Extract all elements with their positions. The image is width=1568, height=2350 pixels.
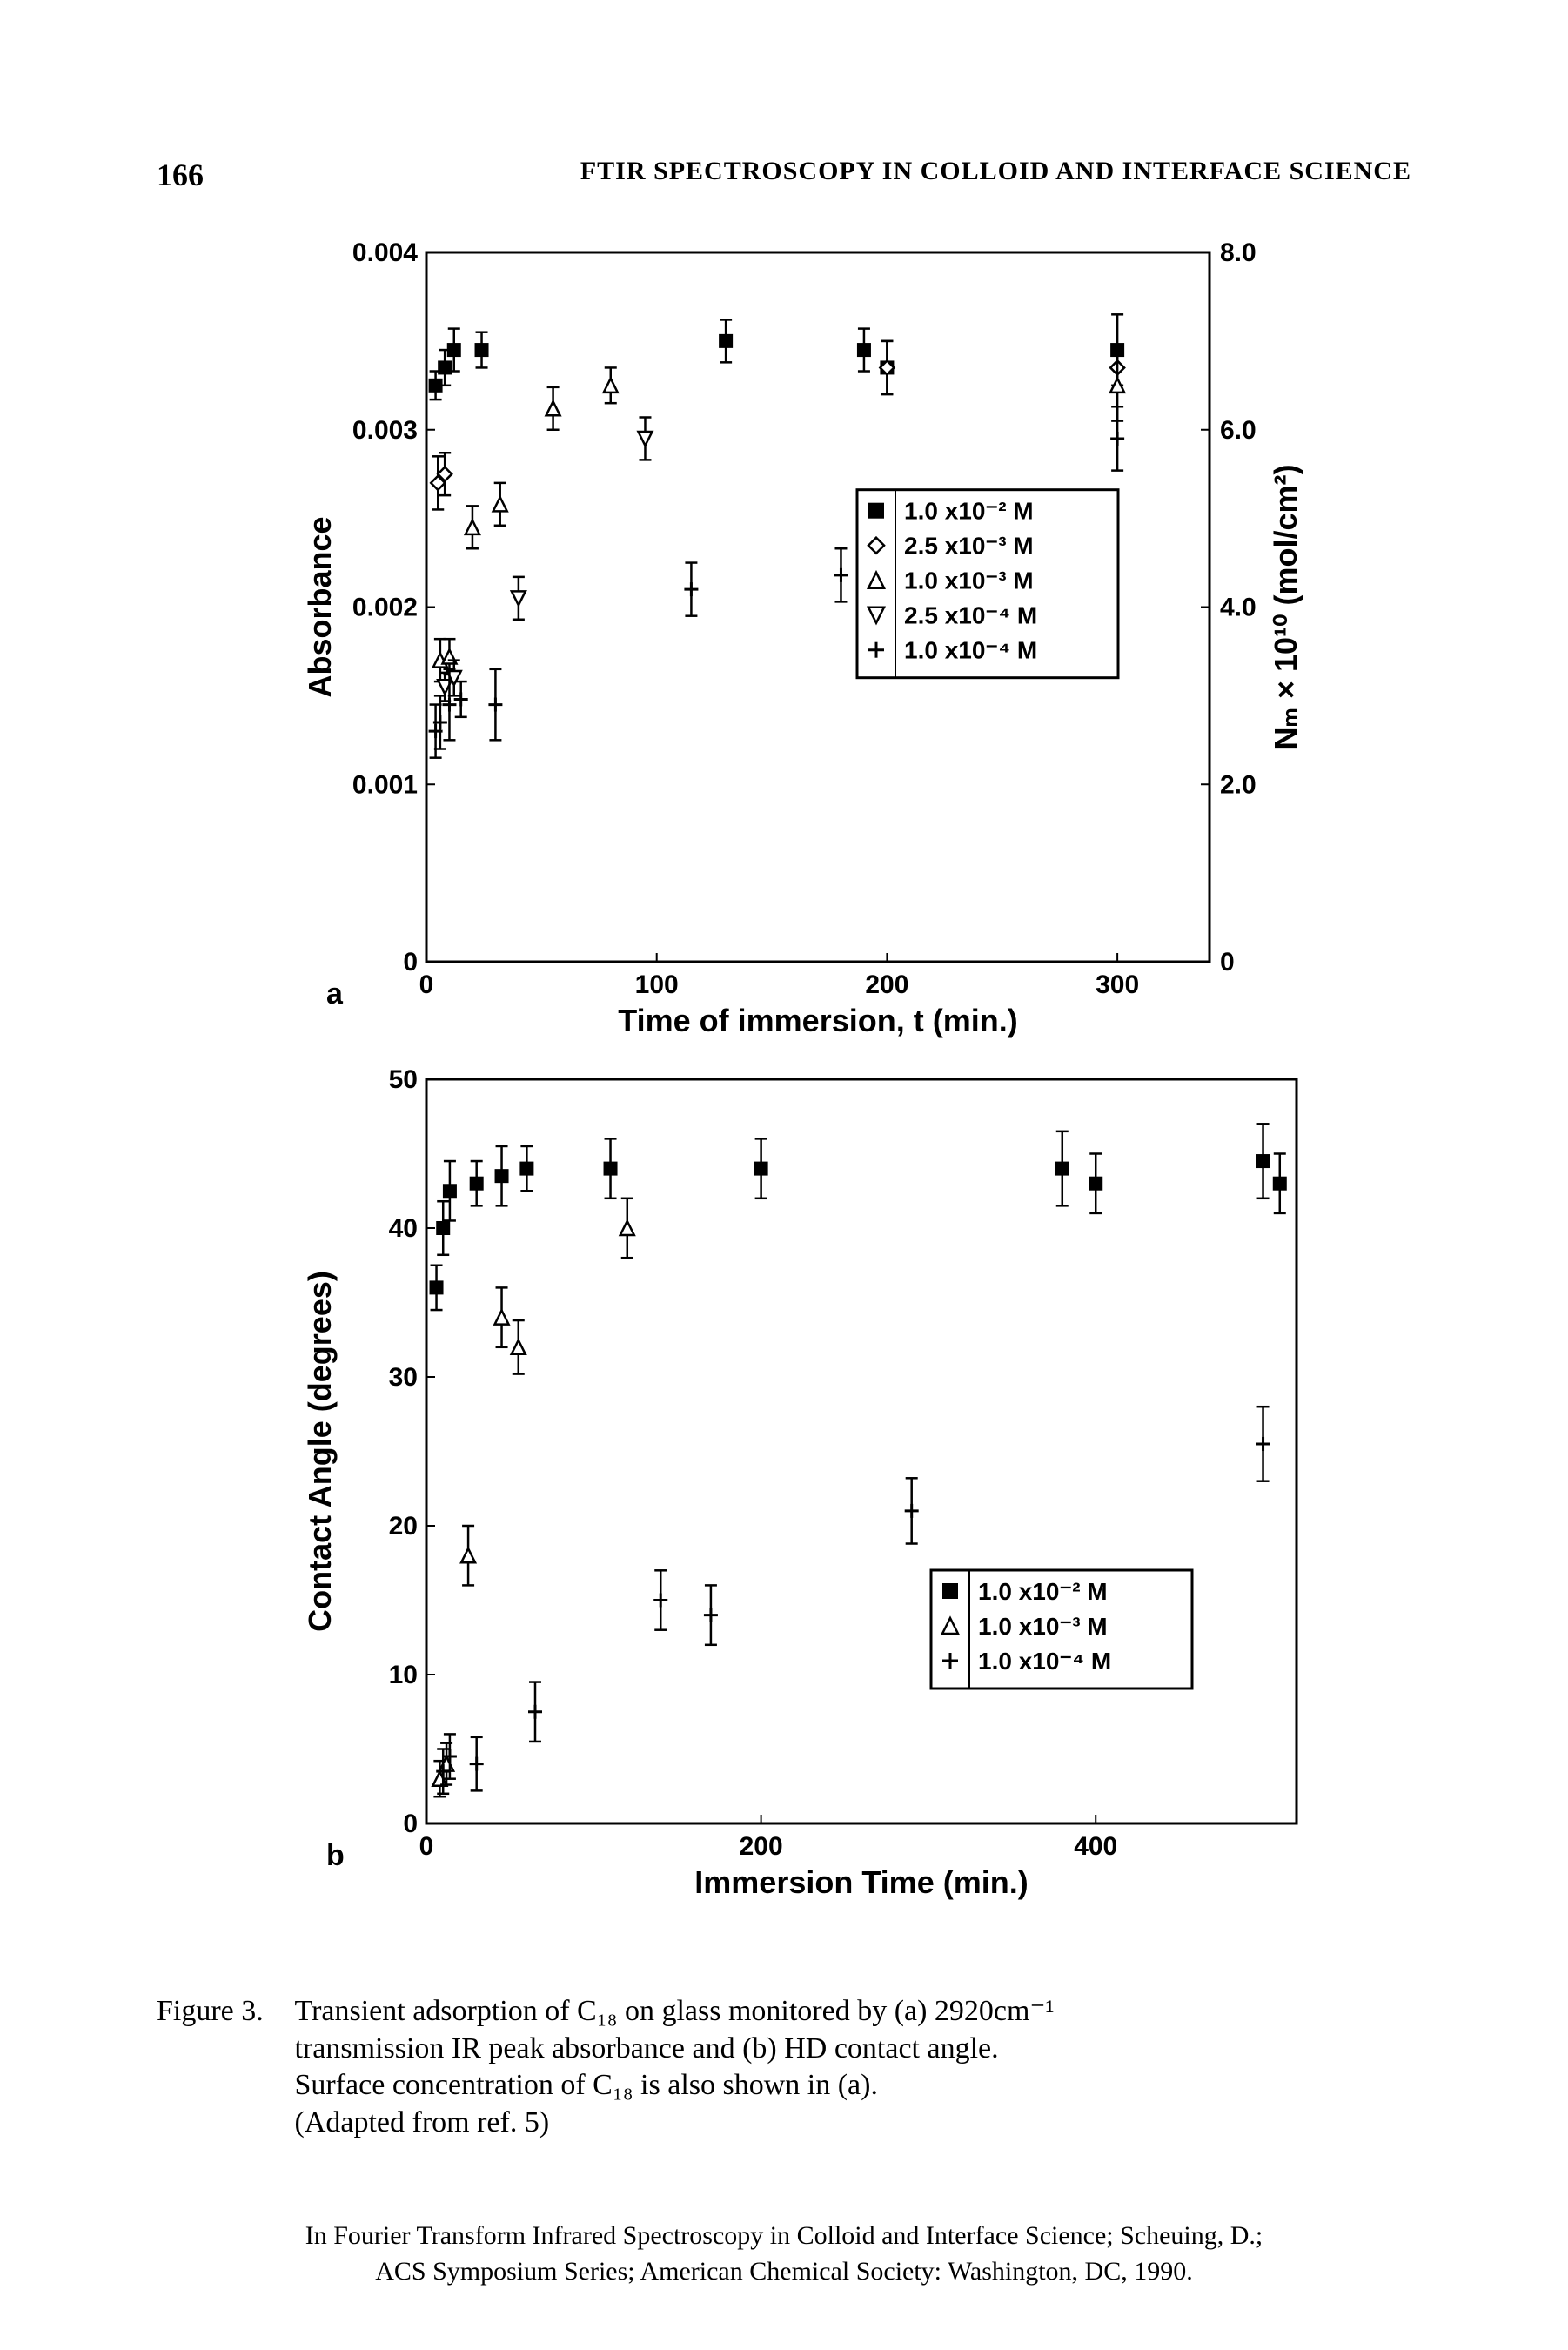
svg-text:Time of immersion, t (min.): Time of immersion, t (min.) — [618, 1003, 1017, 1038]
svg-text:0.002: 0.002 — [352, 594, 418, 622]
svg-text:0: 0 — [419, 1832, 434, 1861]
page-footer: In Fourier Transform Infrared Spectrosco… — [0, 2219, 1568, 2289]
svg-text:20: 20 — [389, 1512, 418, 1541]
svg-text:0.003: 0.003 — [352, 416, 418, 445]
panel-b: 0 200 400 0 10 20 30 40 50 Immersion Time (min.) C… — [252, 1053, 1349, 1906]
svg-text:1.0 x10⁻⁴ M: 1.0 x10⁻⁴ M — [978, 1648, 1111, 1675]
svg-text:1.0 x10⁻² M: 1.0 x10⁻² M — [904, 498, 1034, 525]
svg-text:1.0 x10⁻⁴ M: 1.0 x10⁻⁴ M — [904, 637, 1037, 664]
svg-text:Immersion Time (min.): Immersion Time (min.) — [694, 1864, 1028, 1900]
svg-text:300: 300 — [1096, 970, 1139, 999]
svg-text:0: 0 — [419, 970, 434, 999]
svg-text:6.0: 6.0 — [1220, 416, 1256, 445]
svg-text:0: 0 — [403, 1810, 418, 1838]
svg-text:2.5 x10⁻³ M: 2.5 x10⁻³ M — [904, 533, 1034, 560]
svg-text:1.0 x10⁻³ M: 1.0 x10⁻³ M — [978, 1613, 1108, 1640]
svg-text:10: 10 — [389, 1661, 418, 1689]
svg-text:0: 0 — [403, 948, 418, 977]
svg-text:0.001: 0.001 — [352, 770, 418, 799]
figure-3: 010020030000.0010.0020.0030.00402.04.06.… — [252, 226, 1349, 1906]
footer-line-1: In Fourier Transform Infrared Spectrosco… — [0, 2219, 1568, 2254]
page: 166 FTIR SPECTROSCOPY IN COLLOID AND INT… — [0, 0, 1568, 2350]
svg-text:50: 50 — [389, 1065, 418, 1094]
svg-text:30: 30 — [389, 1363, 418, 1392]
svg-text:100: 100 — [635, 970, 679, 999]
svg-text:0.004: 0.004 — [352, 238, 418, 267]
figure-caption: Figure 3. Transient adsorption of C₁₈ on… — [157, 1993, 1410, 2141]
svg-text:Absorbance: Absorbance — [302, 516, 338, 697]
running-head: FTIR SPECTROSCOPY IN COLLOID AND INTERFA… — [348, 157, 1411, 186]
svg-text:2.0: 2.0 — [1220, 770, 1256, 799]
caption-body: Transient adsorption of C₁₈ on glass mon… — [295, 1993, 1391, 2141]
svg-text:1.0 x10⁻³ M: 1.0 x10⁻³ M — [904, 567, 1034, 594]
svg-text:40: 40 — [389, 1214, 418, 1243]
svg-text:0: 0 — [1220, 948, 1235, 977]
svg-text:200: 200 — [740, 1832, 783, 1861]
svg-text:8.0: 8.0 — [1220, 238, 1256, 267]
svg-text:Nₘ × 10¹⁰ (mol/cm²): Nₘ × 10¹⁰ (mol/cm²) — [1268, 465, 1303, 750]
svg-text:200: 200 — [865, 970, 908, 999]
footer-line-2: ACS Symposium Series; American Chemical … — [0, 2254, 1568, 2290]
panel-a: 0 100 200 300 0 0.001 0.002 0.003 0.004 0 2.0 4.0 6.… — [252, 226, 1349, 1044]
svg-text:4.0: 4.0 — [1220, 594, 1256, 622]
svg-text:400: 400 — [1074, 1832, 1117, 1861]
page-number: 166 — [157, 157, 204, 193]
svg-text:b: b — [326, 1839, 345, 1872]
svg-text:a: a — [326, 977, 344, 1010]
svg-text:Contact Angle (degrees): Contact Angle (degrees) — [302, 1271, 338, 1632]
caption-figno: Figure 3. — [157, 1993, 287, 2031]
svg-text:1.0 x10⁻² M: 1.0 x10⁻² M — [978, 1578, 1108, 1605]
svg-text:2.5 x10⁻⁴ M: 2.5 x10⁻⁴ M — [904, 602, 1037, 629]
